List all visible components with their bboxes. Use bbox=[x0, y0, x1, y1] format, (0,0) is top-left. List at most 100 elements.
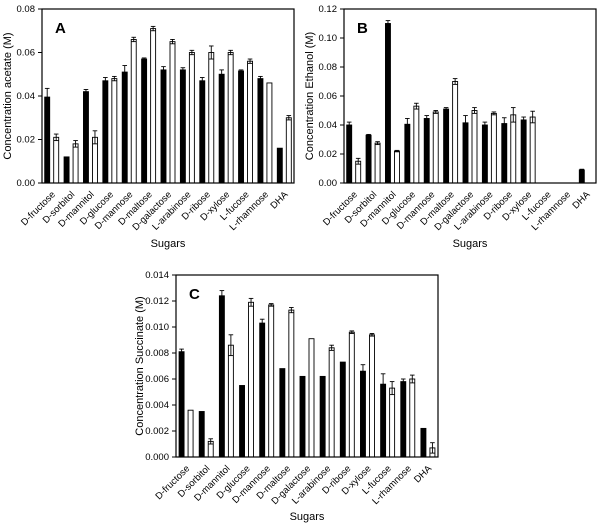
y-tick-label: 0.006 bbox=[145, 374, 169, 385]
x-axis-title: Sugars bbox=[453, 238, 488, 250]
y-tick-label: 0.000 bbox=[145, 452, 169, 463]
bar-white-L-fucose bbox=[247, 60, 253, 184]
bar-black-D-glucose bbox=[404, 123, 411, 184]
bar-black-D-galactose bbox=[160, 69, 167, 184]
error-bar-black-L-fucose bbox=[238, 69, 244, 73]
error-bar-black-DHA bbox=[579, 168, 585, 172]
bar-white-D-xylose bbox=[369, 334, 375, 458]
y-tick-label: 0.10 bbox=[319, 33, 338, 44]
error-bar-white-D-sorbitol bbox=[208, 438, 214, 445]
bar-white-D-mannitol bbox=[394, 150, 400, 184]
error-bar-white-D-mannose bbox=[433, 110, 439, 114]
error-bar-white-D-xylose bbox=[369, 333, 375, 337]
bar-chart-svg: 0.000.020.040.060.080.100.12D-fructoseD-… bbox=[304, 4, 597, 250]
bar-black-D-mannose bbox=[423, 118, 430, 184]
y-tick-label: 0.002 bbox=[145, 426, 169, 437]
bar-black-L-rhamnose bbox=[400, 381, 407, 458]
bar-white-D-glucose bbox=[413, 105, 420, 184]
bar-white-D-ribose bbox=[348, 331, 355, 458]
bar-black-DHA bbox=[420, 427, 427, 458]
error-bar-black-D-fructose bbox=[346, 121, 352, 129]
error-bar-black-D-mannitol bbox=[83, 89, 89, 95]
error-bar-black-D-xylose bbox=[219, 69, 224, 80]
bar-white-L-rhamnose bbox=[409, 378, 416, 458]
bar-black-D-sorbitol bbox=[63, 156, 70, 184]
error-bar-white-D-maltose bbox=[150, 25, 156, 32]
bar-black-L-fucose bbox=[380, 383, 387, 458]
error-bar-black-D-mannose bbox=[259, 318, 265, 328]
bar-white-D-galactose bbox=[308, 338, 315, 458]
error-bar-black-D-maltose bbox=[141, 57, 147, 61]
bar-white-D-mannose bbox=[130, 39, 137, 184]
y-tick-label: 0.02 bbox=[17, 135, 36, 146]
error-bar-white-D-galactose bbox=[170, 39, 175, 45]
error-bar-black-D-sorbitol bbox=[366, 133, 371, 137]
bar-white-D-sorbitol bbox=[374, 142, 381, 184]
y-tick-label: 0.08 bbox=[17, 4, 36, 15]
bar-white-D-sorbitol bbox=[72, 143, 79, 184]
bar-black-D-xylose bbox=[360, 370, 366, 458]
error-bar-white-D-ribose bbox=[349, 330, 355, 334]
error-bar-black-L-fucose bbox=[380, 373, 386, 396]
error-bar-black-D-glucose bbox=[405, 118, 410, 131]
bar-white-D-maltose bbox=[452, 81, 459, 184]
x-tick-label: DHA bbox=[268, 189, 290, 211]
error-bar-black-D-xylose bbox=[360, 364, 366, 379]
error-bar-black-L-arabinose bbox=[482, 121, 488, 129]
error-bar-white-L-fucose bbox=[389, 381, 395, 396]
error-bar-white-D-mannitol bbox=[228, 334, 234, 357]
bar-chart-svg: 0.000.020.040.060.08D-fructoseD-sorbitol… bbox=[2, 4, 295, 250]
error-bar-white-L-rhamnose bbox=[409, 374, 415, 384]
error-bar-white-D-mannitol bbox=[92, 130, 98, 145]
error-bar-white-D-mannose bbox=[131, 36, 137, 43]
y-axis-title: Concentration Succinate (M) bbox=[134, 296, 146, 435]
panel-letter: C bbox=[189, 286, 200, 303]
bar-black-D-sorbitol bbox=[365, 134, 372, 184]
y-tick-label: 0.010 bbox=[145, 322, 169, 333]
bar-white-D-ribose bbox=[510, 114, 517, 184]
y-axis-title: Concentration Ethanol (M) bbox=[304, 32, 316, 160]
y-tick-label: 0.00 bbox=[319, 178, 338, 189]
bar-black-D-ribose bbox=[501, 123, 508, 184]
error-bar-black-L-rhamnose bbox=[258, 75, 263, 82]
error-bar-white-D-galactose bbox=[472, 107, 477, 114]
bar-black-D-xylose bbox=[218, 73, 225, 184]
bar-white-D-fructose bbox=[53, 136, 60, 184]
error-bar-white-D-xylose bbox=[228, 49, 233, 56]
bar-black-D-maltose bbox=[141, 58, 148, 184]
bar-white-D-mannose bbox=[432, 111, 439, 184]
x-axis-title: Sugars bbox=[151, 238, 186, 250]
error-bar-white-D-fructose bbox=[355, 157, 361, 165]
error-bar-white-D-maltose bbox=[289, 307, 294, 314]
error-bar-white-D-glucose bbox=[248, 297, 254, 307]
bar-black-L-arabinose bbox=[179, 69, 186, 184]
plot-border bbox=[175, 274, 439, 458]
error-bar-white-D-maltose bbox=[452, 78, 458, 85]
error-bar-black-D-mannitol bbox=[385, 20, 391, 27]
error-bar-white-D-sorbitol bbox=[375, 141, 380, 146]
bar-black-D-mannitol bbox=[218, 295, 225, 458]
error-bar-black-D-fructose bbox=[44, 87, 50, 107]
error-bar-black-D-galactose bbox=[463, 115, 468, 131]
bar-white-D-fructose bbox=[187, 409, 194, 458]
error-bar-black-D-mannose bbox=[424, 115, 430, 122]
bar-black-D-mannitol bbox=[385, 23, 391, 184]
bar-white-D-galactose bbox=[471, 110, 478, 184]
bar-white-D-xylose bbox=[529, 116, 536, 184]
error-bar-white-DHA bbox=[430, 442, 435, 454]
y-tick-label: 0.06 bbox=[17, 48, 36, 59]
panel-c-chart: 0.000 0.002 0.004 0.006 0.008 0.010 0.012 0.014… bbox=[130, 262, 470, 530]
panel-a-chart: 0.00 0.02 0.04 0.06 0.08 D-fructose D-sorbitol… bbox=[0, 0, 300, 267]
x-tick-label: DHA bbox=[570, 189, 592, 211]
bar-white-D-mannitol bbox=[227, 344, 234, 458]
bar-black-D-ribose bbox=[199, 80, 206, 184]
error-bar-black-D-ribose bbox=[199, 77, 205, 85]
plot-border bbox=[343, 8, 597, 184]
bar-black-D-maltose bbox=[443, 108, 450, 184]
bar-black-D-mannitol bbox=[83, 91, 89, 184]
bar-black-D-xylose bbox=[520, 119, 527, 184]
bar-white-D-glucose bbox=[111, 78, 118, 184]
bar-black-D-fructose bbox=[346, 124, 353, 184]
y-axis-title: Concentration acetate (M) bbox=[2, 32, 14, 159]
error-bar-white-D-ribose bbox=[208, 45, 214, 60]
